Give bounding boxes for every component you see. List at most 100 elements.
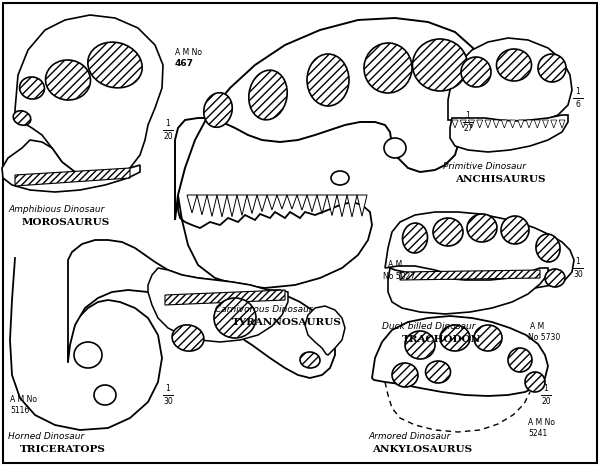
Ellipse shape — [501, 216, 529, 244]
Polygon shape — [197, 195, 207, 215]
Ellipse shape — [204, 93, 232, 127]
Polygon shape — [388, 268, 548, 314]
Ellipse shape — [307, 54, 349, 106]
Polygon shape — [2, 140, 140, 192]
Text: 6: 6 — [575, 100, 580, 109]
Text: 20: 20 — [541, 397, 551, 406]
Text: 5241: 5241 — [528, 429, 547, 438]
Ellipse shape — [13, 111, 31, 125]
Polygon shape — [347, 195, 357, 217]
Polygon shape — [148, 268, 288, 342]
Ellipse shape — [433, 218, 463, 246]
Ellipse shape — [364, 43, 412, 93]
Ellipse shape — [536, 234, 560, 262]
Polygon shape — [452, 120, 458, 128]
Ellipse shape — [74, 342, 102, 368]
Polygon shape — [287, 195, 297, 209]
Text: TYRANNOSAURUS: TYRANNOSAURUS — [232, 318, 342, 327]
Polygon shape — [307, 195, 317, 212]
Ellipse shape — [384, 138, 406, 158]
Text: Carnivorous Dinosaur: Carnivorous Dinosaur — [215, 305, 313, 314]
Polygon shape — [317, 195, 327, 214]
Polygon shape — [207, 195, 217, 216]
Polygon shape — [535, 120, 541, 128]
Ellipse shape — [249, 70, 287, 120]
Ellipse shape — [405, 331, 435, 359]
Polygon shape — [485, 120, 491, 128]
Polygon shape — [357, 195, 367, 216]
Text: MOROSAURUS: MOROSAURUS — [22, 218, 110, 227]
Text: Horned Dinosaur: Horned Dinosaur — [8, 432, 84, 441]
Text: No 5027: No 5027 — [383, 272, 415, 281]
Text: A M: A M — [388, 260, 402, 269]
Ellipse shape — [440, 325, 470, 351]
Ellipse shape — [413, 39, 467, 91]
Polygon shape — [476, 120, 482, 128]
Polygon shape — [267, 195, 277, 210]
Text: A M No: A M No — [10, 395, 37, 404]
Text: Primitive Dinosaur: Primitive Dinosaur — [443, 162, 526, 171]
Polygon shape — [337, 195, 347, 217]
Ellipse shape — [474, 325, 502, 351]
Polygon shape — [175, 18, 480, 220]
Text: TRACHODON: TRACHODON — [402, 335, 481, 344]
Ellipse shape — [467, 214, 497, 242]
Text: 1: 1 — [544, 384, 548, 393]
Text: 5116: 5116 — [10, 406, 29, 415]
Polygon shape — [247, 195, 257, 213]
Polygon shape — [277, 195, 287, 209]
Ellipse shape — [214, 298, 256, 338]
Text: A M: A M — [530, 322, 544, 331]
Polygon shape — [385, 212, 574, 288]
Polygon shape — [237, 195, 247, 215]
Ellipse shape — [425, 361, 451, 383]
Polygon shape — [297, 195, 307, 210]
Text: 1: 1 — [166, 119, 170, 128]
Polygon shape — [502, 120, 508, 128]
Polygon shape — [372, 316, 548, 396]
Ellipse shape — [46, 60, 91, 100]
Polygon shape — [450, 115, 568, 152]
Ellipse shape — [20, 77, 44, 99]
Ellipse shape — [538, 54, 566, 82]
Text: A M No: A M No — [175, 48, 202, 57]
Text: 1: 1 — [575, 87, 580, 96]
Polygon shape — [518, 120, 524, 128]
Ellipse shape — [497, 49, 532, 81]
Polygon shape — [327, 195, 337, 216]
Ellipse shape — [88, 42, 142, 88]
Text: 467: 467 — [175, 59, 194, 68]
Polygon shape — [493, 120, 499, 128]
Polygon shape — [400, 270, 540, 280]
Polygon shape — [165, 290, 285, 305]
Polygon shape — [526, 120, 532, 128]
Text: ANKYLOSAURUS: ANKYLOSAURUS — [372, 445, 472, 454]
Polygon shape — [559, 120, 565, 128]
Polygon shape — [227, 195, 237, 217]
Ellipse shape — [461, 57, 491, 87]
Polygon shape — [460, 120, 466, 128]
Text: Amphibious Dinosaur: Amphibious Dinosaur — [8, 205, 104, 214]
Ellipse shape — [508, 348, 532, 372]
Ellipse shape — [403, 223, 428, 253]
Polygon shape — [448, 38, 572, 123]
Polygon shape — [15, 15, 163, 178]
Polygon shape — [257, 195, 267, 212]
Ellipse shape — [172, 325, 204, 351]
Text: 1: 1 — [575, 257, 580, 266]
Polygon shape — [551, 120, 557, 128]
Polygon shape — [68, 240, 335, 378]
Polygon shape — [509, 120, 515, 128]
Polygon shape — [15, 168, 130, 186]
Polygon shape — [305, 306, 345, 355]
Text: 1: 1 — [466, 111, 470, 120]
Text: No 5730: No 5730 — [528, 333, 560, 342]
Ellipse shape — [545, 269, 565, 287]
Text: ANCHISAURUS: ANCHISAURUS — [455, 175, 545, 184]
Ellipse shape — [331, 171, 349, 185]
Polygon shape — [187, 195, 197, 213]
Ellipse shape — [94, 385, 116, 405]
Text: TRICERATOPS: TRICERATOPS — [20, 445, 106, 454]
Text: 20: 20 — [163, 132, 173, 141]
Ellipse shape — [300, 352, 320, 368]
